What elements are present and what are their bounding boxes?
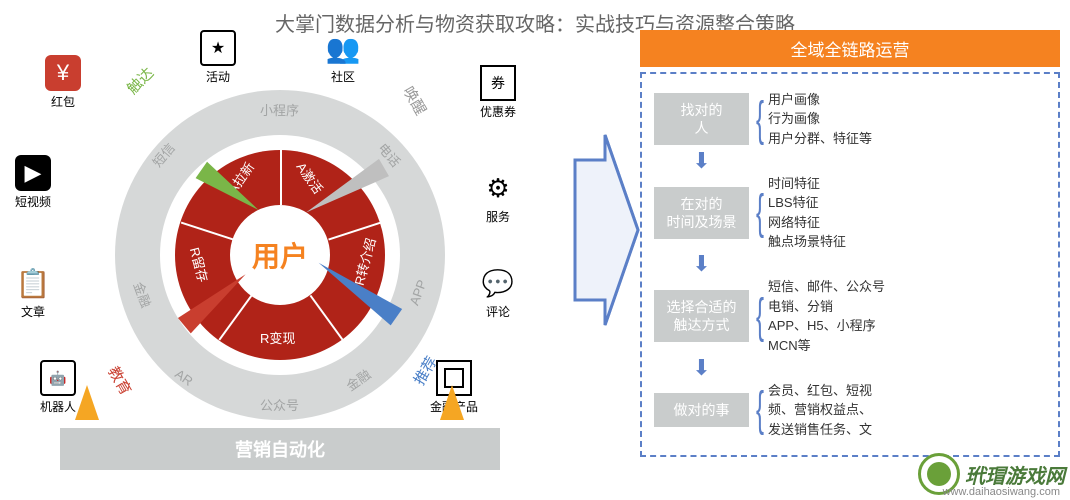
icon-shipin: ▶短视频	[15, 155, 51, 210]
stage-detail: 用户画像 行为画像 用户分群、特征等	[768, 90, 872, 149]
down-arrow-icon: ⬇	[654, 355, 749, 381]
up-arrow	[440, 385, 464, 420]
stage-row: 选择合适的 触达方式 { 短信、邮件、公众号 电销、分销 APP、H5、小程序 …	[654, 277, 1050, 355]
icon-fuwu: ⚙服务	[480, 170, 516, 225]
down-arrow-icon: ⬇	[654, 148, 749, 174]
left-diagram: ¥红包 ★活动 👥社区 券优惠券 ⚙服务 💬评论 金融产品 🤖机器人 📋文章 ▶…	[0, 30, 560, 470]
center-label: 用户	[230, 205, 330, 305]
right-body: 找对的 人 { 用户画像 行为画像 用户分群、特征等 ⬇ 在对的 时间及场景 {…	[640, 72, 1060, 457]
icon-pinglun: 💬评论	[480, 265, 516, 320]
up-arrow	[75, 385, 99, 420]
stage-detail: 会员、红包、短视 频、营销权益点、 发送销售任务、文	[768, 381, 872, 440]
stage-detail: 时间特征 LBS特征 网络特征 触点场景特征	[768, 174, 846, 252]
icon-huodong: ★活动	[200, 30, 236, 85]
right-header: 全域全链路运营	[640, 30, 1060, 67]
brace-icon: {	[756, 289, 764, 344]
brace-icon: {	[756, 382, 764, 437]
icon-wenzhang: 📋文章	[15, 265, 51, 320]
watermark-text: 玳瑁游戏网	[965, 460, 1065, 489]
stage-row: 找对的 人 { 用户画像 行为画像 用户分群、特征等	[654, 90, 1050, 149]
transition-arrow	[570, 130, 640, 330]
icon-youhui: 券优惠券	[480, 65, 516, 120]
bottom-bar: 营销自动化	[60, 428, 500, 470]
stage-box: 在对的 时间及场景	[654, 187, 749, 239]
icon-jiqiren: 🤖机器人	[40, 360, 76, 415]
ring-label: 公众号	[260, 395, 299, 414]
icon-label: 机器人	[40, 398, 76, 415]
brace-icon: {	[756, 185, 764, 240]
icon-label: 活动	[200, 68, 236, 85]
down-arrow-icon: ⬇	[654, 251, 749, 277]
stage-row: 做对的事 { 会员、红包、短视 频、营销权益点、 发送销售任务、文	[654, 381, 1050, 440]
site-url: www.daihaosiwang.com	[943, 486, 1060, 498]
icon-label: 社区	[325, 68, 361, 85]
icon-label: 短视频	[15, 193, 51, 210]
stage-row: 在对的 时间及场景 { 时间特征 LBS特征 网络特征 触点场景特征	[654, 174, 1050, 252]
icon-label: 文章	[15, 303, 51, 320]
right-panel: 全域全链路运营 找对的 人 { 用户画像 行为画像 用户分群、特征等 ⬇ 在对的…	[640, 30, 1060, 470]
ring-label: 小程序	[260, 100, 299, 119]
user-wheel: 用户 A拉新 A激活 R转介绍 R变现 R留存 小程序 电话 APP 金融 公众…	[115, 90, 445, 420]
icon-label: 优惠券	[480, 103, 516, 120]
stage-box: 做对的事	[654, 393, 749, 427]
icon-label: 评论	[480, 303, 516, 320]
seg-label: R变现	[260, 328, 295, 347]
icon-label: 服务	[480, 208, 516, 225]
stage-detail: 短信、邮件、公众号 电销、分销 APP、H5、小程序 MCN等	[768, 277, 885, 355]
stage-box: 找对的 人	[654, 93, 749, 145]
brace-icon: {	[756, 92, 764, 147]
stage-box: 选择合适的 触达方式	[654, 290, 749, 342]
icon-hongbao: ¥红包	[45, 55, 81, 110]
icon-label: 红包	[45, 93, 81, 110]
divider	[280, 150, 282, 205]
icon-shequ: 👥社区	[325, 30, 361, 85]
